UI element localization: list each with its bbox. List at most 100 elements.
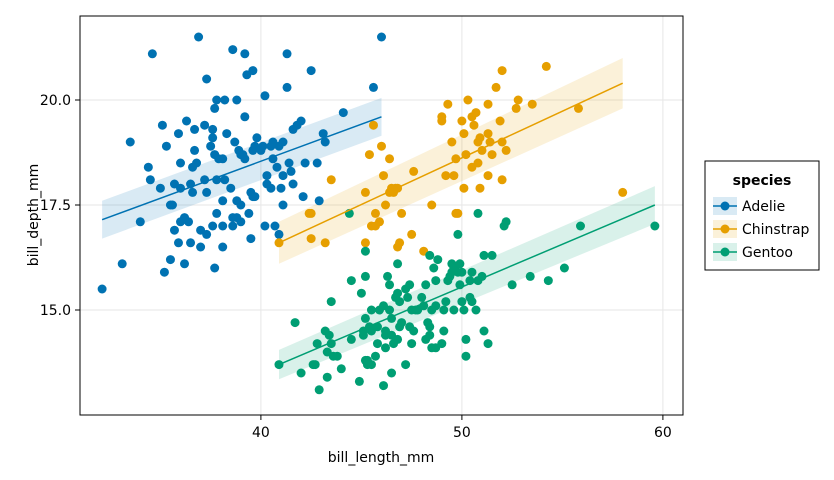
data-point-adelie: [212, 208, 222, 218]
data-point-gentoo: [407, 339, 417, 349]
data-point-adelie: [210, 103, 220, 113]
data-point-adelie: [240, 112, 250, 122]
data-point-chinstrap: [381, 200, 391, 210]
data-point-adelie: [188, 187, 198, 197]
data-point-chinstrap: [320, 238, 330, 248]
trend-line-adelie: [101, 116, 382, 221]
data-point-adelie: [165, 255, 175, 265]
data-point-adelie: [240, 154, 250, 164]
data-point-gentoo: [372, 322, 382, 332]
data-point-gentoo: [387, 368, 397, 378]
data-point-gentoo: [483, 339, 493, 349]
data-point-gentoo: [346, 334, 356, 344]
data-point-adelie: [298, 192, 308, 202]
data-point-adelie: [173, 129, 183, 139]
legend: species Adelie Chinstrap Gentoo: [704, 160, 820, 271]
data-point-adelie: [286, 166, 296, 176]
data-point-chinstrap: [306, 234, 316, 244]
data-point-adelie: [266, 183, 276, 193]
data-point-adelie: [312, 158, 322, 168]
data-point-adelie: [220, 175, 230, 185]
data-point-gentoo: [379, 381, 389, 391]
data-point-gentoo: [332, 351, 342, 361]
legend-items: Adelie Chinstrap Gentoo: [713, 197, 810, 261]
data-point-chinstrap: [360, 187, 370, 197]
data-point-adelie: [284, 158, 294, 168]
data-point-adelie: [182, 116, 192, 126]
data-point-gentoo: [354, 376, 364, 386]
data-point-adelie: [296, 116, 306, 126]
data-point-adelie: [143, 162, 153, 172]
data-point-adelie: [184, 217, 194, 227]
data-point-adelie: [218, 196, 228, 206]
data-point-adelie: [161, 141, 171, 151]
data-point-chinstrap: [527, 99, 537, 109]
data-point-gentoo: [421, 280, 431, 290]
data-point-adelie: [200, 120, 210, 130]
data-point-adelie: [276, 183, 286, 193]
data-point-chinstrap: [541, 61, 551, 71]
data-point-chinstrap: [491, 82, 501, 92]
plot-frame: [79, 15, 684, 416]
data-point-adelie: [208, 124, 218, 134]
data-point-gentoo: [471, 305, 481, 315]
confidence-band-chinstrap: [278, 58, 623, 264]
data-point-gentoo: [455, 259, 465, 269]
trend-lines: [101, 82, 656, 366]
data-point-chinstrap: [364, 150, 374, 160]
data-point-gentoo: [457, 267, 467, 277]
data-point-gentoo: [457, 297, 467, 307]
data-point-chinstrap: [395, 238, 405, 248]
data-point-adelie: [125, 137, 135, 147]
data-point-gentoo: [385, 305, 395, 315]
data-point-adelie: [306, 66, 316, 76]
data-point-gentoo: [543, 276, 553, 286]
data-point-adelie: [190, 124, 200, 134]
data-point-chinstrap: [306, 208, 316, 218]
data-point-chinstrap: [483, 171, 493, 181]
data-point-gentoo: [326, 297, 336, 307]
data-points: [97, 32, 660, 395]
data-point-adelie: [157, 120, 167, 130]
data-point-gentoo: [366, 360, 376, 370]
data-point-adelie: [218, 154, 228, 164]
data-point-chinstrap: [451, 208, 461, 218]
trend-line-gentoo: [278, 204, 656, 366]
data-point-chinstrap: [475, 133, 485, 143]
data-point-gentoo: [324, 330, 334, 340]
x-tick-label: 50: [453, 425, 471, 441]
data-point-chinstrap: [407, 229, 417, 239]
data-point-adelie: [318, 129, 328, 139]
data-point-adelie: [190, 145, 200, 155]
data-point-chinstrap: [360, 238, 370, 248]
data-point-gentoo: [473, 208, 483, 218]
data-point-adelie: [320, 137, 330, 147]
data-point-adelie: [226, 183, 236, 193]
data-point-gentoo: [366, 305, 376, 315]
data-point-adelie: [228, 221, 238, 231]
data-point-adelie: [300, 158, 310, 168]
data-point-adelie: [368, 82, 378, 92]
data-point-chinstrap: [469, 120, 479, 130]
data-point-adelie: [262, 171, 272, 181]
data-point-chinstrap: [483, 99, 493, 109]
data-point-gentoo: [290, 318, 300, 328]
data-point-chinstrap: [463, 95, 473, 105]
data-point-gentoo: [525, 271, 535, 281]
data-point-chinstrap: [495, 116, 505, 126]
data-point-chinstrap: [511, 103, 521, 113]
data-point-gentoo: [383, 271, 393, 281]
data-point-adelie: [282, 82, 292, 92]
data-point-chinstrap: [573, 103, 583, 113]
data-point-adelie: [159, 267, 169, 277]
data-point-adelie: [208, 133, 218, 143]
data-point-adelie: [220, 95, 230, 105]
data-point-adelie: [180, 259, 190, 269]
data-point-adelie: [206, 141, 216, 151]
y-tick-label: 15.0: [40, 303, 71, 319]
data-point-chinstrap: [618, 187, 628, 197]
data-point-gentoo: [322, 372, 332, 382]
legend-swatch-marker: [720, 247, 730, 257]
data-point-chinstrap: [475, 183, 485, 193]
